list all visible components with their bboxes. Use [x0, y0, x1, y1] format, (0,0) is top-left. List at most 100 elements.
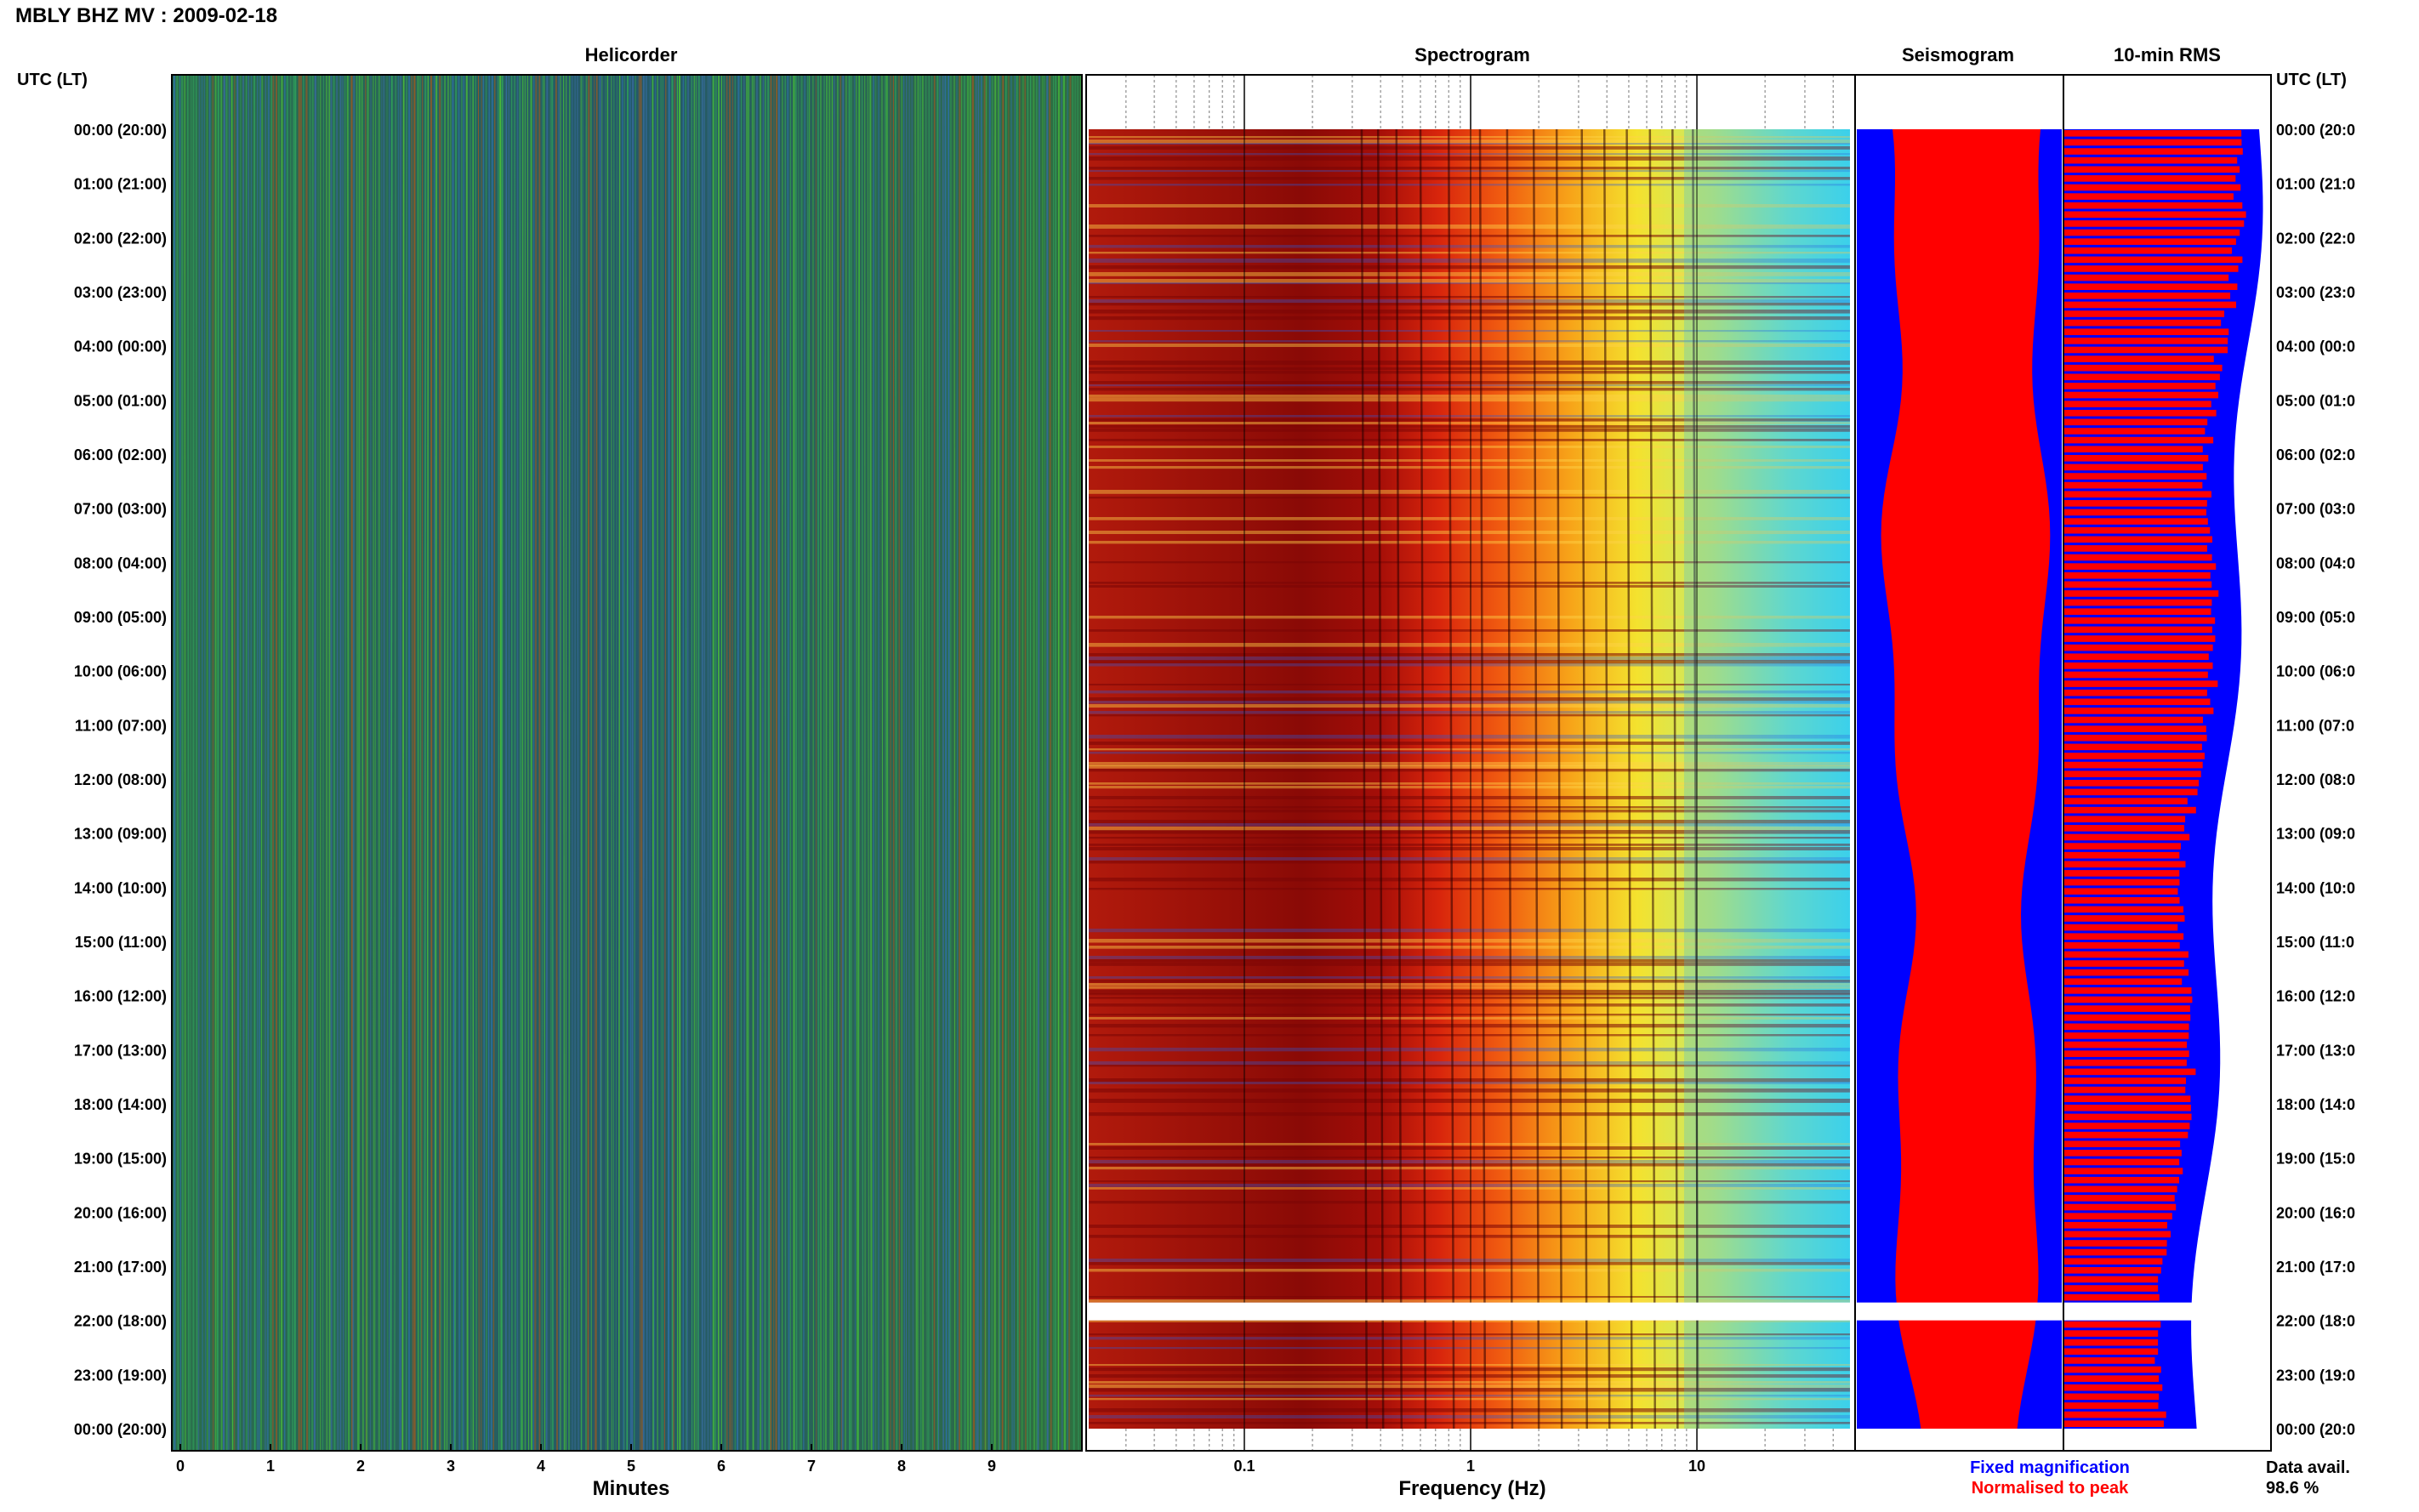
helicorder-trace	[260, 75, 263, 1451]
helicorder-trace	[361, 75, 364, 1451]
rms-bar	[2063, 481, 2203, 489]
helicorder-trace	[1068, 75, 1072, 1451]
helicorder-trace	[931, 75, 933, 1451]
helicorder-trace	[453, 75, 458, 1451]
rms-bar	[2063, 1113, 2192, 1121]
data-availability-value: 98.6 %	[2266, 1479, 2319, 1498]
frequency-tick-label: 0.1	[1233, 1458, 1255, 1475]
spectrogram-band	[1089, 340, 1850, 343]
helicorder-trace	[558, 75, 561, 1451]
spectrogram-band	[1089, 993, 1850, 996]
minutes-tick-label: 4	[537, 1458, 545, 1475]
spectrogram-band	[1089, 139, 1850, 144]
helicorder-trace	[342, 75, 344, 1451]
rms-bar	[2063, 987, 2192, 994]
spectrogram-band	[1089, 976, 1850, 979]
helicorder-trace	[640, 75, 643, 1451]
rms-bar	[2063, 355, 2214, 362]
spectrogram-band	[1089, 786, 1850, 789]
spectrogram-band	[1089, 748, 1850, 751]
spectrogram-data-gap	[1086, 1302, 1855, 1321]
rms-bar	[2063, 473, 2207, 480]
helicorder-trace	[434, 75, 438, 1451]
helicorder-trace	[723, 75, 726, 1451]
spectrogram-band	[1089, 1201, 1850, 1204]
spectrogram-band	[1089, 1374, 1850, 1378]
helicorder-trace	[756, 75, 760, 1451]
spectrogram-band	[1089, 1034, 1850, 1037]
spectrogram-band	[1089, 782, 1850, 785]
time-label-right: 08:00 (04:0	[2276, 554, 2355, 571]
rms-bar	[2063, 1140, 2181, 1148]
minutes-tick-label: 8	[897, 1458, 906, 1475]
helicorder-trace	[1022, 75, 1024, 1451]
rms-bar	[2063, 1267, 2161, 1274]
spectrogram-panel	[1085, 74, 1856, 1452]
helicorder-trace	[828, 75, 832, 1451]
time-label-right: 13:00 (09:0	[2276, 826, 2355, 843]
time-label-right: 14:00 (10:0	[2276, 879, 2355, 896]
helicorder-trace	[663, 75, 667, 1451]
rms-bar	[2063, 626, 2212, 634]
helicorder-trace	[993, 75, 997, 1451]
helicorder-trace	[482, 75, 486, 1451]
spectrogram-band	[1089, 1225, 1850, 1228]
rms-bar	[2063, 1095, 2191, 1102]
helicorder-trace	[288, 75, 292, 1451]
time-label-right: 18:00 (14:0	[2276, 1096, 2355, 1113]
helicorder-trace	[470, 75, 472, 1451]
time-label-left: 06:00 (02:00)	[74, 446, 167, 463]
helicorder-trace	[885, 75, 889, 1451]
helicorder-trace	[703, 75, 706, 1451]
rms-bar	[2063, 509, 2206, 516]
spectrogram-band	[1089, 225, 1850, 229]
helicorder-trace	[394, 75, 396, 1451]
spectrogram-band	[1089, 425, 1850, 429]
time-label-right: 15:00 (11:0	[2276, 934, 2354, 951]
rms-bar	[2063, 1330, 2159, 1337]
spectrogram-resonance-line	[1395, 129, 1403, 1429]
rms-bar	[2063, 401, 2211, 407]
spectrogram-x-axis: 0.1 1 10	[1233, 1458, 1705, 1475]
helicorder-trace	[638, 75, 641, 1451]
rms-bar	[2063, 346, 2228, 354]
helicorder-trace	[356, 75, 359, 1451]
helicorder-trace	[629, 75, 632, 1451]
rms-bar	[2063, 265, 2239, 272]
rms-bar	[2063, 1402, 2159, 1409]
helicorder-trace	[1037, 75, 1040, 1451]
spectrogram-band	[1089, 1299, 1850, 1303]
rms-bar	[2063, 1348, 2159, 1356]
station-title: MBLY BHZ MV : 2009-02-18	[15, 4, 277, 27]
helicorder-trace	[936, 75, 939, 1451]
spectrogram-band	[1089, 167, 1850, 170]
rms-bar	[2063, 571, 2211, 579]
spectrogram-band	[1089, 1269, 1850, 1272]
helicorder-trace	[587, 75, 590, 1451]
spectrogram-band	[1089, 1395, 1850, 1397]
spectrogram-band	[1089, 820, 1850, 824]
helicorder-trace	[266, 75, 270, 1451]
panel-title-rms: 10-min RMS	[2114, 44, 2221, 65]
spectrogram-band	[1089, 330, 1850, 333]
time-label-left: 00:00 (20:00)	[74, 1421, 167, 1438]
rms-bar	[2063, 1420, 2164, 1427]
minutes-tick-label: 1	[266, 1458, 275, 1475]
rms-bar	[2063, 518, 2208, 525]
spectrogram-band	[1089, 762, 1850, 766]
helicorder-trace	[534, 75, 538, 1451]
helicorder-trace	[357, 75, 361, 1451]
rms-bar	[2063, 1131, 2188, 1139]
data-availability-label: Data avail.	[2266, 1458, 2350, 1477]
spectrogram-resonance-line	[1555, 129, 1563, 1429]
spectrogram-band	[1089, 697, 1850, 702]
helicorder-trace	[1033, 75, 1036, 1451]
helicorder-trace	[1001, 75, 1005, 1451]
rms-bar	[2063, 608, 2211, 615]
helicorder-trace	[925, 75, 928, 1451]
spectrogram-band	[1089, 735, 1850, 739]
rms-bar	[2063, 870, 2180, 877]
helicorder-trace	[822, 75, 825, 1451]
helicorder-trace	[390, 75, 393, 1451]
spectrogram-band	[1089, 1422, 1850, 1424]
